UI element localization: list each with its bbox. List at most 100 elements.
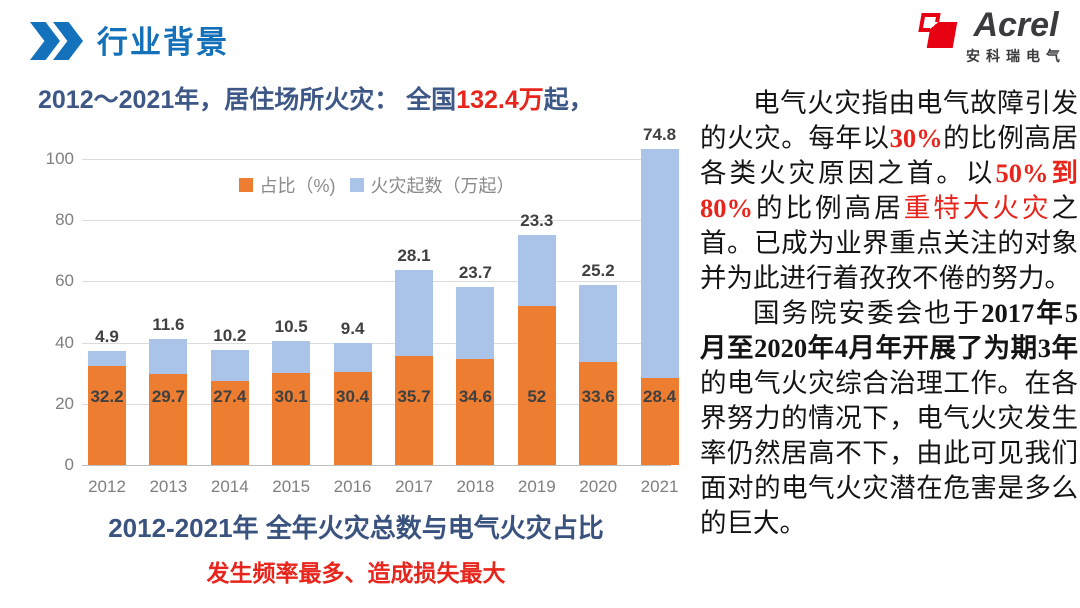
bar-segment-count: [517, 234, 556, 306]
x-axis-label: 2013: [149, 477, 188, 496]
text-segment: 之首。已成为业界重点关注的对象并为此进行着孜孜不倦的努力。: [700, 193, 1079, 293]
logo-subtitle: 安科瑞电气: [966, 48, 1066, 64]
gridline: [82, 342, 671, 344]
count-value-label: 28.1: [397, 245, 431, 265]
bar-segment-count: [333, 343, 372, 372]
bar-segment-count: [149, 338, 188, 375]
text-segment: 的电气火灾综合治理工作。在各界努力的情况下，电气火灾发生率仍然居高不下，由此可见…: [700, 368, 1078, 538]
y-axis-tick: 0: [64, 455, 74, 474]
bar-segment-count: [88, 351, 126, 367]
count-value-label: 10.2: [213, 325, 247, 345]
chart-title-suffix: 起，: [543, 86, 594, 114]
x-axis-label: 2016: [333, 477, 372, 496]
ratio-value-label: 30.1: [274, 387, 308, 406]
x-axis-label: 2020: [579, 477, 618, 496]
legend-item: 占比（%): [238, 172, 336, 198]
bar-segment-count: [640, 149, 679, 379]
bar-segment-count: [395, 269, 433, 356]
legend-item: 火灾起数（万起）: [349, 172, 515, 198]
x-axis-label: 2019: [517, 477, 556, 496]
logo-text: Acrel 安科瑞电气: [966, 8, 1066, 66]
fire-statistics-chart: 2012～2021年，居住场所火灾： 全国132.4万起， 0 20 40 60 80 1…: [36, 80, 684, 596]
chevron-right-icon: [30, 22, 60, 60]
text-segment: 的比例高居: [753, 193, 904, 223]
x-axis-label: 2017: [395, 477, 433, 496]
ratio-value-label: 27.4: [213, 387, 247, 406]
text-segment: 2017年5月至2020年4月年开展了为期3年: [700, 298, 1079, 363]
bar-segment-ratio: [456, 359, 495, 465]
text-segment: 的比例高居各类火灾原因之首。以: [700, 123, 1079, 188]
bar-segment-ratio: [579, 362, 618, 465]
y-axis-tick: 40: [55, 332, 74, 352]
legend-label: 火灾起数（万起）: [370, 176, 515, 196]
acrel-logo: Acrel 安科瑞电气: [918, 8, 1066, 66]
x-axis-label: 2021: [640, 477, 679, 496]
chart-subcaption: 发生频率最多、造成损失最大: [206, 560, 506, 586]
legend-swatch: [349, 178, 364, 192]
article-paragraph: 国务院安委会也于2017年5月至2020年4月年开展了为期3年的电气火灾综合治理…: [700, 296, 1078, 541]
acrel-logo-icon: [918, 13, 959, 57]
chart-legend: 占比（%) 火灾起数（万起）: [82, 172, 671, 198]
bar-segment-count: [456, 286, 495, 360]
ratio-value-label: 29.7: [151, 387, 185, 406]
bar-segment-ratio: [333, 371, 372, 465]
chart-title: 2012～2021年，居住场所火灾： 全国132.4万起，: [38, 80, 594, 116]
bar-segment-ratio: [88, 366, 126, 465]
chart-title-highlight: 132.4万: [456, 86, 544, 114]
count-value-label: 10.5: [274, 316, 308, 336]
double-chevron-icon: [30, 22, 83, 60]
chart-title-prefix: 2012～2021年，居住场所火灾： 全国: [38, 86, 457, 114]
text-segment: 国务院安委会也于: [753, 298, 982, 328]
x-axis-label: 2015: [272, 477, 311, 496]
bar-segment-ratio: [149, 374, 188, 465]
ratio-value-label: 34.6: [458, 387, 492, 406]
ratio-value-label: 52: [527, 387, 547, 406]
x-axis-label: 2018: [456, 477, 495, 496]
text-segment: 50%到80%: [700, 158, 1079, 223]
gridline: [82, 281, 671, 283]
x-axis-label: 2012: [88, 477, 126, 496]
text-segment: 重特大火灾: [903, 193, 1052, 223]
ratio-value-label: 30.4: [336, 387, 370, 406]
legend-label: 占比（%): [259, 176, 336, 196]
y-axis-tick: 20: [55, 393, 74, 413]
chart-caption: 2012-2021年 全年火灾总数与电气火灾占比: [108, 513, 604, 543]
ratio-value-label: 28.4: [643, 387, 677, 406]
bar-segment-count: [272, 340, 311, 373]
y-axis-tick: 80: [55, 210, 74, 230]
bar-segment-ratio: [395, 355, 433, 465]
bar-segment-ratio: [272, 372, 311, 465]
count-value-label: 4.9: [95, 327, 119, 347]
article-text: 电气火灾指由电气故障引发的火灾。每年以30%的比例高居各类火灾原因之首。以50%…: [700, 86, 1078, 541]
gridline: [82, 220, 671, 222]
x-axis-label: 2014: [210, 477, 249, 496]
bar-segment-count: [579, 285, 618, 363]
bar-segment-ratio: [640, 378, 679, 465]
article-paragraph: 电气火灾指由电气故障引发的火灾。每年以30%的比例高居各类火灾原因之首。以50%…: [700, 86, 1078, 296]
count-value-label: 9.4: [340, 319, 365, 339]
y-axis-tick: 100: [45, 149, 74, 168]
text-segment: 30%: [889, 123, 943, 153]
count-value-label: 74.8: [643, 125, 677, 145]
bar-segment-ratio: [210, 381, 249, 465]
count-value-label: 23.3: [520, 210, 554, 230]
gridline: [82, 159, 671, 160]
page-title: 行业背景: [97, 25, 229, 60]
stacked-bar-plot: 0 20 40 60 80 100 占比（%) 火灾起数（万起） 32.2 4.9 2012 29.7…: [36, 125, 684, 512]
gridline: [82, 465, 671, 466]
bar-segment-count: [210, 349, 249, 382]
y-axis-tick: 60: [55, 271, 74, 291]
text-segment: 电气火灾指由电气故障引发的火灾。每年以: [700, 88, 1078, 153]
count-value-label: 25.2: [581, 261, 615, 281]
bar-segment-ratio: [517, 305, 556, 465]
logo-brand-name: Acrel: [973, 6, 1059, 44]
ratio-value-label: 33.6: [581, 387, 615, 406]
ratio-value-label: 35.7: [397, 387, 431, 406]
gridline: [82, 403, 671, 405]
count-value-label: 11.6: [152, 314, 185, 334]
logo-solid-square: [926, 22, 958, 48]
ratio-value-label: 32.2: [90, 387, 124, 406]
count-value-label: 23.7: [458, 262, 492, 282]
legend-swatch: [238, 178, 253, 192]
